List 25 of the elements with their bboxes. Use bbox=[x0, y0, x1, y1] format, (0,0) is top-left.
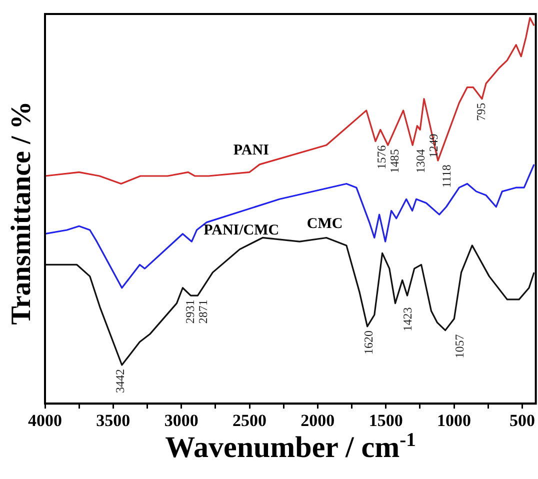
series-label: PANI/CMC bbox=[204, 222, 280, 239]
annotation: 1620 bbox=[362, 330, 376, 354]
series-label: CMC bbox=[306, 216, 343, 232]
y-axis-title: Transmittance / % bbox=[6, 101, 38, 325]
annotation: 1118 bbox=[440, 164, 454, 188]
annotation: 1423 bbox=[400, 307, 415, 332]
x-tick-label: 2500 bbox=[232, 411, 267, 430]
x-tick-label: 4000 bbox=[28, 411, 62, 430]
annotation: 1249 bbox=[426, 134, 441, 158]
x-tick-label: 3500 bbox=[96, 411, 130, 430]
x-tick-label: 1500 bbox=[368, 411, 403, 430]
x-tick-label: 1000 bbox=[437, 411, 472, 430]
annotation: 2931 bbox=[182, 300, 197, 324]
series-label: PANI bbox=[233, 142, 270, 159]
annotation: 1057 bbox=[452, 334, 467, 358]
x-tick-label: 2000 bbox=[300, 411, 335, 430]
annotation: 795 bbox=[474, 102, 488, 121]
x-tick-label: 3000 bbox=[164, 411, 198, 430]
annotation: 1576 bbox=[374, 145, 389, 170]
annotation: 1304 bbox=[414, 149, 428, 174]
x-tick-label: 500 bbox=[509, 411, 535, 430]
annotation: 1485 bbox=[388, 149, 402, 174]
annotation: 2871 bbox=[196, 300, 210, 324]
x-axis-title: Wavenumber / cm$^{-1}$ bbox=[164, 430, 417, 465]
annotation: 3442 bbox=[113, 369, 128, 394]
